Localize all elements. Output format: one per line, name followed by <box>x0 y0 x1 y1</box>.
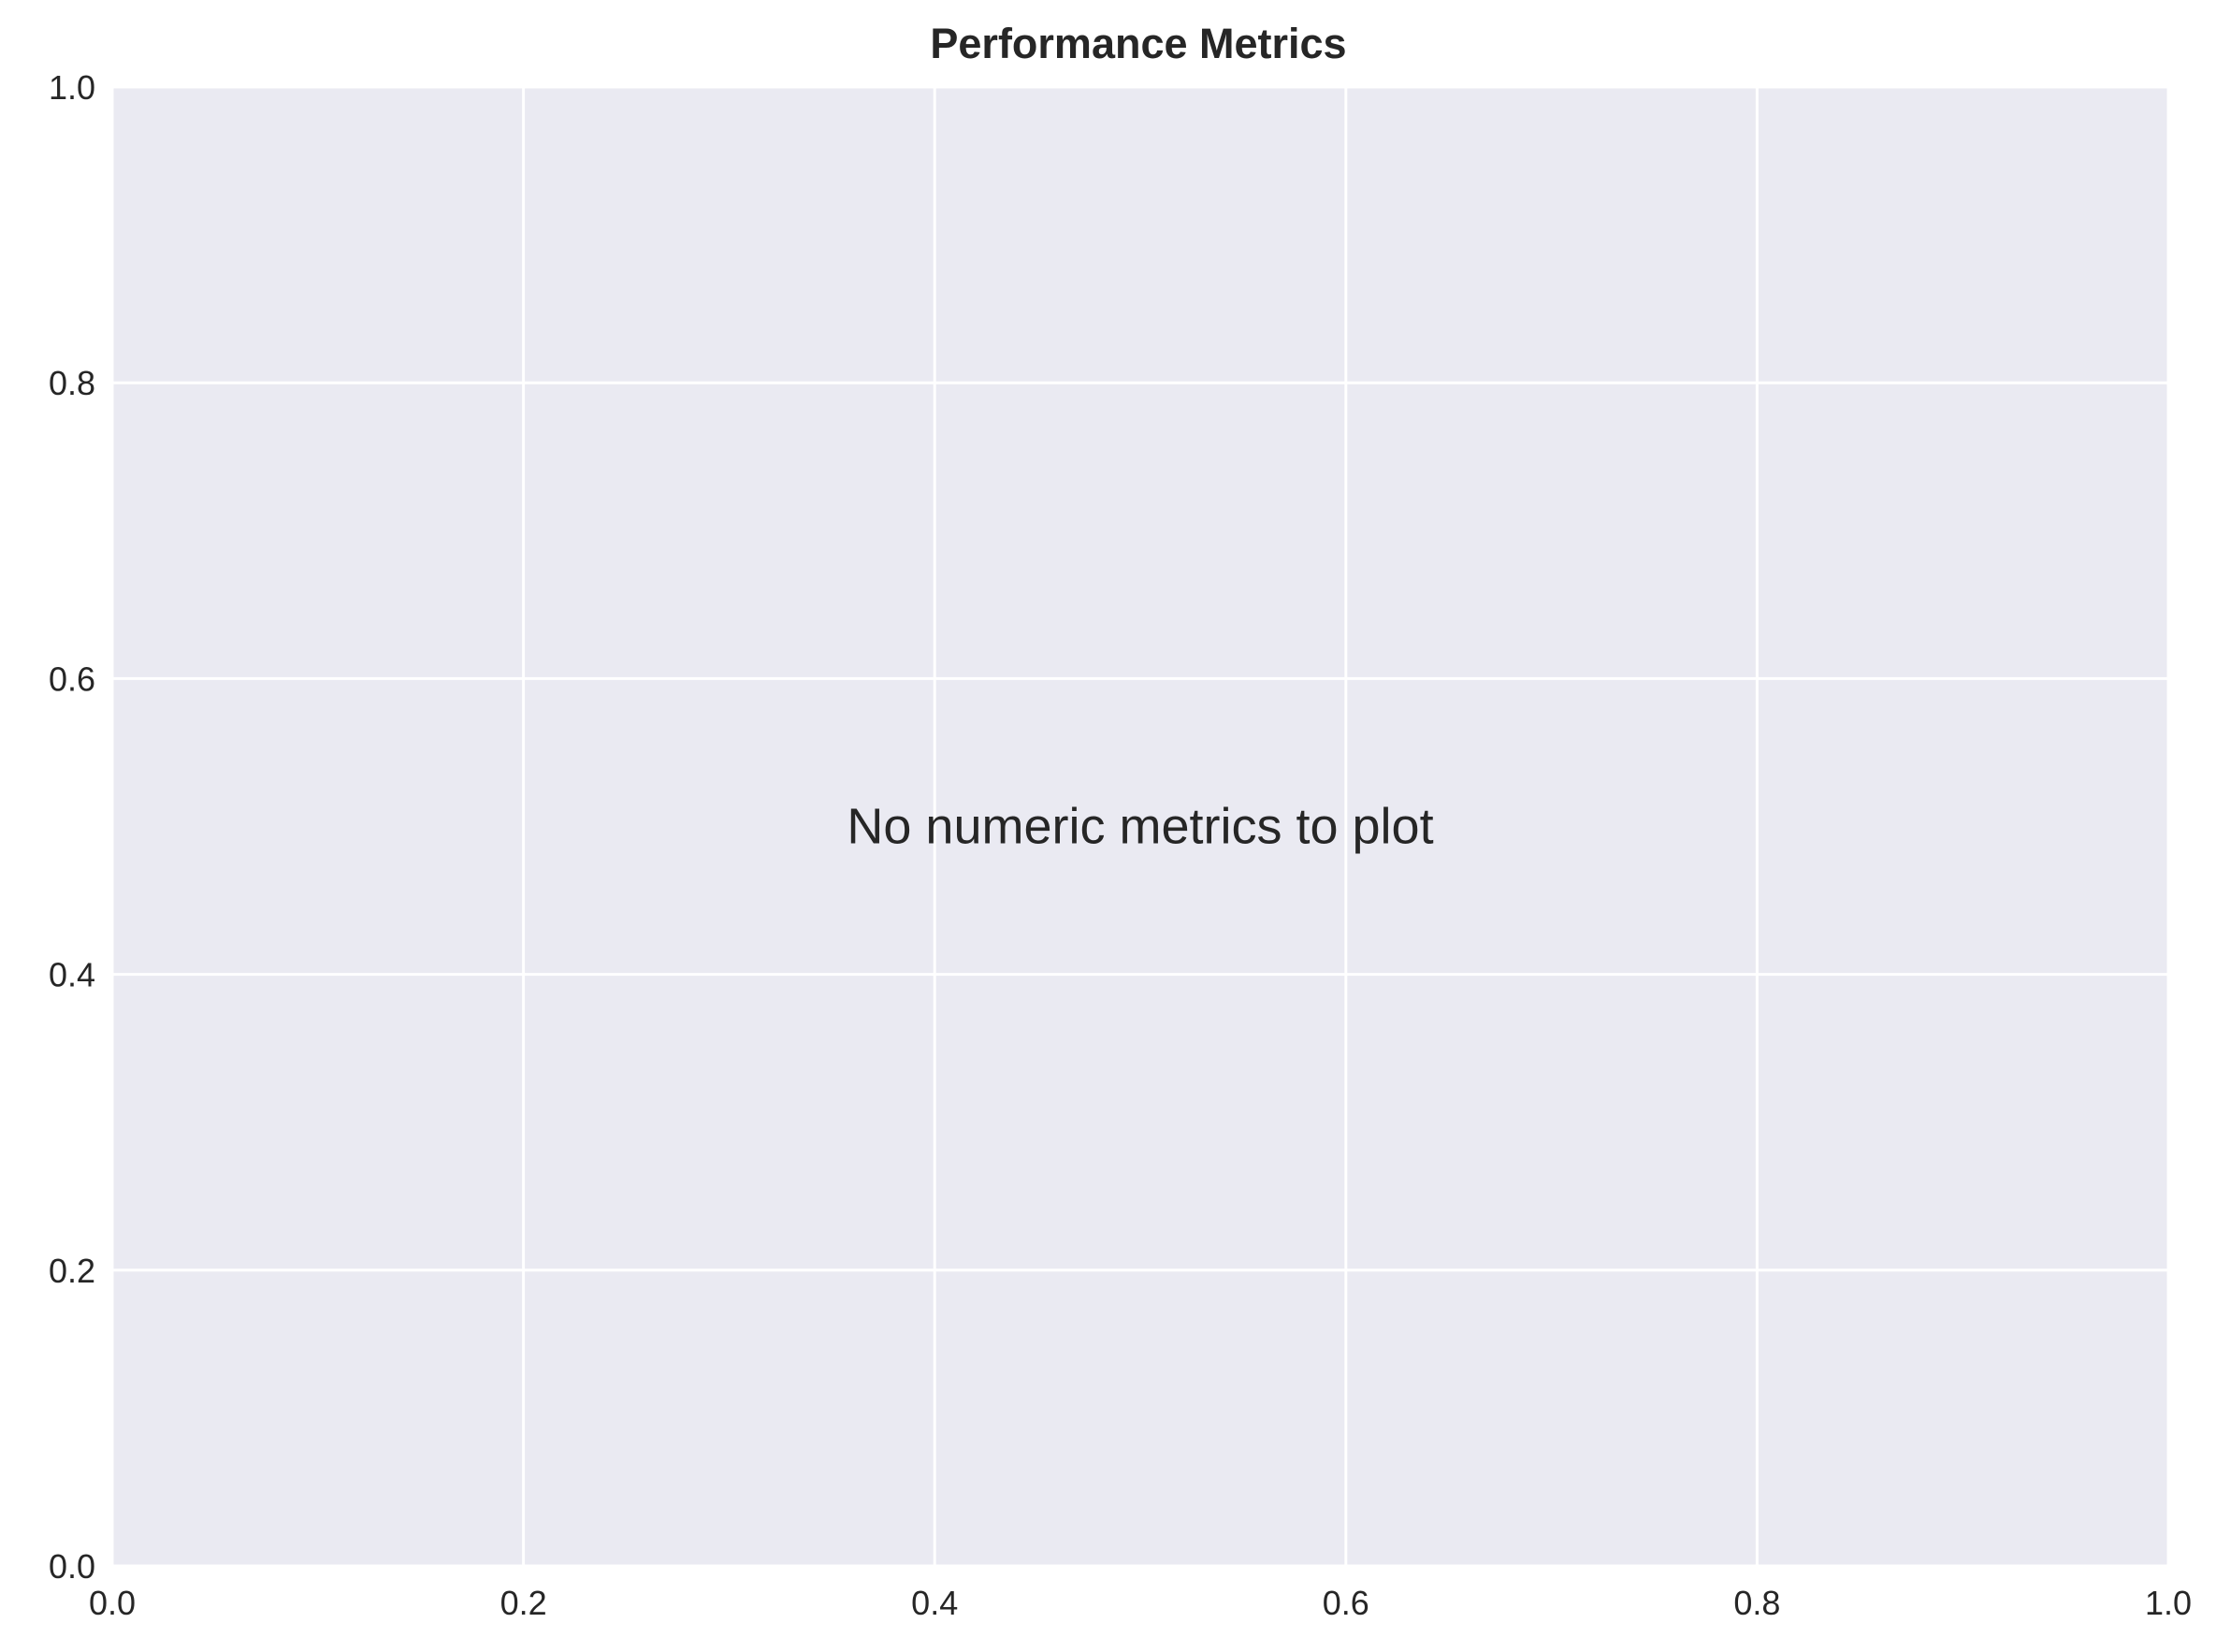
annotation-0: No numeric metrics to plot <box>847 799 1433 855</box>
y-tick-label-5: 1.0 <box>49 68 95 107</box>
x-tick-label-3: 0.6 <box>1323 1584 1369 1622</box>
y-tick-label-2: 0.4 <box>49 956 95 994</box>
y-tick-label-0: 0.0 <box>49 1547 95 1586</box>
y-tick-label-1: 0.2 <box>49 1252 95 1290</box>
chart-title: Performance Metrics <box>930 20 1346 67</box>
y-tick-label-3: 0.6 <box>49 659 95 698</box>
plot-area: 0.0 0.2 0.4 0.6 0.8 1.0 0.0 0.2 0.4 0.6 0.8 1.0 No n… <box>49 68 2192 1622</box>
plot-background <box>112 87 2168 1566</box>
y-tick-label-4: 0.8 <box>49 364 95 402</box>
x-tick-label-0: 0.0 <box>89 1584 136 1622</box>
x-tick-label-4: 0.8 <box>1733 1584 1780 1622</box>
x-tick-label-1: 0.2 <box>500 1584 547 1622</box>
x-tick-label-5: 1.0 <box>2145 1584 2192 1622</box>
x-tick-label-2: 0.4 <box>911 1584 958 1622</box>
